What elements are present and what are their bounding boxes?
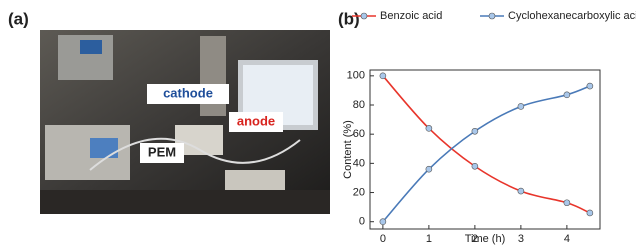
x-tick-label: 4 — [564, 233, 570, 245]
legend-label: Benzoic acid — [380, 10, 442, 22]
y-tick-label: 60 — [353, 128, 365, 140]
legend-label: Cyclohexanecarboxylic acid — [508, 10, 636, 22]
data-point — [426, 166, 432, 172]
data-point — [564, 92, 570, 98]
photo-label: cathode — [163, 85, 213, 100]
y-tick-label: 40 — [353, 157, 365, 169]
data-point — [564, 200, 570, 206]
data-point — [472, 128, 478, 134]
panel-label: (b) — [338, 9, 360, 28]
data-point — [518, 188, 524, 194]
x-tick-label: 1 — [426, 233, 432, 245]
legend-marker — [489, 13, 495, 19]
photo-label: anode — [237, 113, 275, 128]
y-tick-label: 80 — [353, 99, 365, 111]
data-point — [587, 83, 593, 89]
data-point — [518, 103, 524, 109]
data-point — [587, 210, 593, 216]
panel-label: (a) — [8, 9, 29, 28]
y-tick-label: 0 — [359, 216, 365, 228]
x-axis-label: Time (h) — [465, 233, 506, 245]
y-tick-label: 20 — [353, 186, 365, 198]
data-point — [380, 73, 386, 79]
data-point — [380, 219, 386, 225]
y-tick-label: 100 — [347, 70, 365, 82]
y-axis-label: Content (%) — [342, 120, 354, 179]
data-point — [472, 163, 478, 169]
figure: (a) cathode anode PEM (b) 0 20 40 60 80 100 0 1… — [0, 0, 636, 246]
legend-marker — [361, 13, 367, 19]
photo — [40, 30, 330, 214]
data-point — [426, 125, 432, 131]
x-tick-label: 0 — [380, 233, 386, 245]
photo-label: PEM — [148, 144, 176, 159]
x-tick-label: 3 — [518, 233, 524, 245]
